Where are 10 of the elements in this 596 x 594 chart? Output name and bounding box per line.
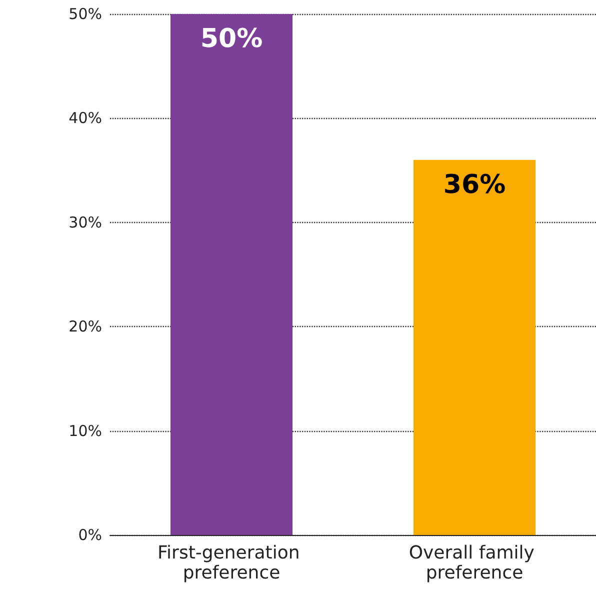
y-tick-label: 30% [68,213,102,232]
data-label: 36% [443,170,506,200]
y-tick-label: 20% [68,318,102,336]
y-tick-label: 50% [68,5,102,23]
data-label: 50% [200,24,263,54]
y-tick-label: 0% [78,526,102,544]
y-tick-label: 10% [68,422,102,440]
x-tick-label: Overall family preference [408,542,540,584]
y-tick-label: 40% [68,109,102,128]
x-tick-label: First-generation preference [158,542,306,584]
